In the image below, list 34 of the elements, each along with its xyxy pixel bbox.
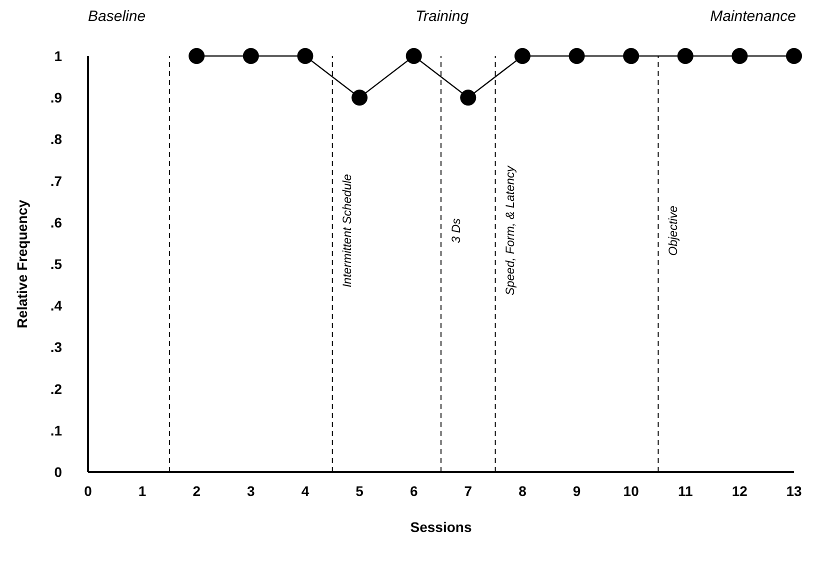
x-tick-label: 0 [84,482,92,499]
x-tick-label: 13 [786,482,802,499]
x-tick-label: 7 [464,482,472,499]
text: Baseline [88,8,147,27]
ref-line-label: Objective [666,205,680,256]
ref-line-label: Intermittent Schedule [340,174,354,288]
x-tick-label: 10 [623,482,640,499]
y-tick-label: .8 [50,131,62,148]
x-tick-label: 5 [356,482,364,499]
y-tick-label: .2 [50,380,62,397]
x-axis-title: Sessions [410,519,472,535]
y-tick-label: .5 [50,256,62,272]
x-tick-label: 11 [678,482,693,499]
x-tick-label: 12 [732,482,748,499]
text: Training [414,8,470,27]
x-tick-label: 6 [410,482,418,499]
x-tick-label: 9 [572,482,581,499]
y-tick-label: 1 [54,48,62,64]
y-tick-label: .9 [50,90,62,106]
y-tick-label: .4 [50,298,62,314]
text: Maintenance [709,8,796,27]
y-tick-label: 0 [54,464,62,480]
x-tick-label: 1 [138,482,146,499]
y-tick-label: .6 [50,214,62,230]
y-tick-label: .3 [50,339,62,356]
x-tick-label: 2 [192,482,201,499]
ref-line-label: Speed, Form, & Latency [503,165,518,296]
x-tick-label: 3 [247,482,256,499]
ref-line-label: 3 Ds [448,218,463,244]
y-tick-label: .1 [50,422,62,438]
x-tick-label: 4 [301,482,310,499]
x-tick-label: 8 [518,482,527,499]
y-axis-title: Relative Frequency [14,200,30,328]
y-tick-label: .7 [50,172,62,189]
